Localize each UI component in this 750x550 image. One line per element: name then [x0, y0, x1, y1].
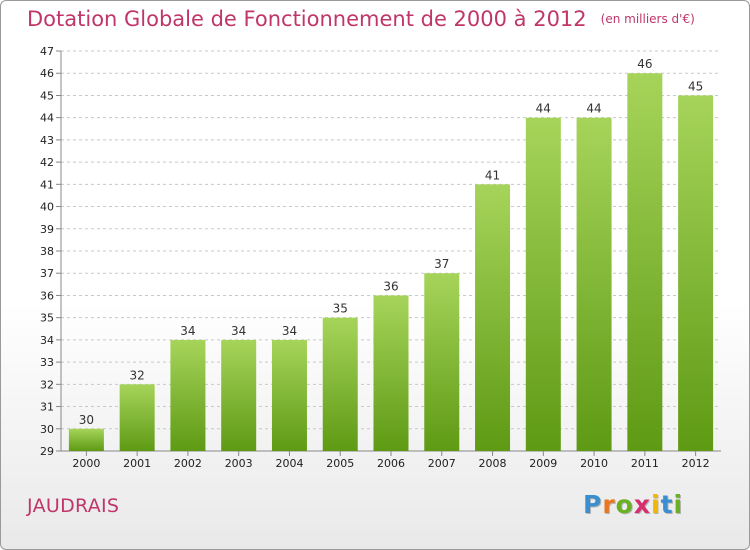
- value-label: 44: [536, 102, 551, 116]
- x-tick-label: 2007: [428, 457, 456, 470]
- chart-title: Dotation Globale de Fonctionnement de 20…: [27, 7, 695, 31]
- logo-letter: i: [651, 490, 661, 519]
- value-label: 41: [485, 168, 500, 182]
- y-tick-label: 41: [40, 178, 54, 191]
- x-tick-label: 2003: [225, 457, 253, 470]
- bar: [475, 184, 511, 452]
- value-label: 34: [180, 324, 195, 338]
- logo-letter: P: [583, 490, 603, 519]
- x-tick-label: 2002: [174, 457, 202, 470]
- x-axis-ticks: 2000 2001 2002 2003 2004 2005 2006 2007 2008 2009…: [72, 451, 710, 470]
- y-tick-label: 33: [40, 356, 54, 369]
- y-tick-label: 37: [40, 267, 54, 280]
- y-tick-label: 30: [40, 423, 54, 436]
- x-tick-label: 2005: [326, 457, 354, 470]
- y-tick-label: 44: [40, 112, 54, 125]
- value-label: 34: [231, 324, 246, 338]
- bar: [627, 73, 663, 451]
- bar: [678, 95, 714, 451]
- value-label: 45: [688, 79, 703, 93]
- bar: [221, 339, 257, 451]
- bar: [68, 428, 104, 451]
- logo-letter: i: [673, 490, 684, 519]
- x-tick-label: 2010: [580, 457, 608, 470]
- x-tick-label: 2004: [275, 457, 303, 470]
- y-tick-label: 35: [40, 312, 54, 325]
- y-tick-label: 42: [40, 156, 54, 169]
- bar: [373, 295, 409, 451]
- y-tick-label: 36: [40, 289, 54, 302]
- y-tick-label: 34: [40, 334, 54, 347]
- bar: [322, 317, 358, 451]
- logo-letter: t: [660, 490, 674, 519]
- logo-letter: r: [602, 490, 616, 519]
- x-tick-label: 2000: [72, 457, 100, 470]
- bar: [119, 384, 155, 451]
- y-tick-label: 46: [40, 67, 54, 80]
- y-tick-label: 45: [40, 89, 54, 102]
- bar: [525, 117, 561, 452]
- y-tick-label: 31: [40, 401, 54, 414]
- title-text: Dotation Globale de Fonctionnement de 20…: [27, 7, 587, 31]
- x-tick-label: 2001: [123, 457, 151, 470]
- x-tick-label: 2012: [682, 457, 710, 470]
- x-tick-label: 2011: [631, 457, 659, 470]
- y-tick-label: 38: [40, 245, 54, 258]
- value-label: 35: [333, 302, 348, 316]
- bar: [170, 339, 206, 451]
- y-tick-label: 47: [40, 45, 54, 58]
- value-label: 44: [586, 102, 601, 116]
- bar: [424, 273, 460, 451]
- value-label: 34: [282, 324, 297, 338]
- value-label: 46: [637, 57, 652, 71]
- y-tick-label: 43: [40, 134, 54, 147]
- value-labels: 30 32 34 34 34 35 36 37 41 44 44 46 45: [79, 57, 704, 427]
- y-tick-label: 40: [40, 201, 54, 214]
- proxiti-logo[interactable]: Proxiti: [583, 490, 691, 524]
- x-tick-label: 2009: [529, 457, 557, 470]
- value-label: 36: [383, 279, 398, 293]
- x-tick-label: 2006: [377, 457, 405, 470]
- bar: [271, 339, 307, 451]
- commune-name: JAUDRAIS: [27, 495, 120, 517]
- value-label: 30: [79, 413, 94, 427]
- y-tick-label: 29: [40, 445, 54, 458]
- logo-letter: o: [615, 490, 634, 519]
- y-tick-label: 32: [40, 378, 54, 391]
- x-tick-label: 2008: [479, 457, 507, 470]
- value-label: 32: [130, 368, 145, 382]
- y-axis-ticks: 29 30 31 32 33 34 35 36 37 38 39 40 41 42 43 44 45 46 47: [40, 45, 721, 458]
- bars: [68, 73, 714, 452]
- chart-subtitle: (en milliers d'€): [600, 12, 695, 26]
- value-label: 37: [434, 257, 449, 271]
- logo-letter: x: [633, 490, 651, 519]
- y-tick-label: 39: [40, 223, 54, 236]
- bar: [576, 117, 612, 452]
